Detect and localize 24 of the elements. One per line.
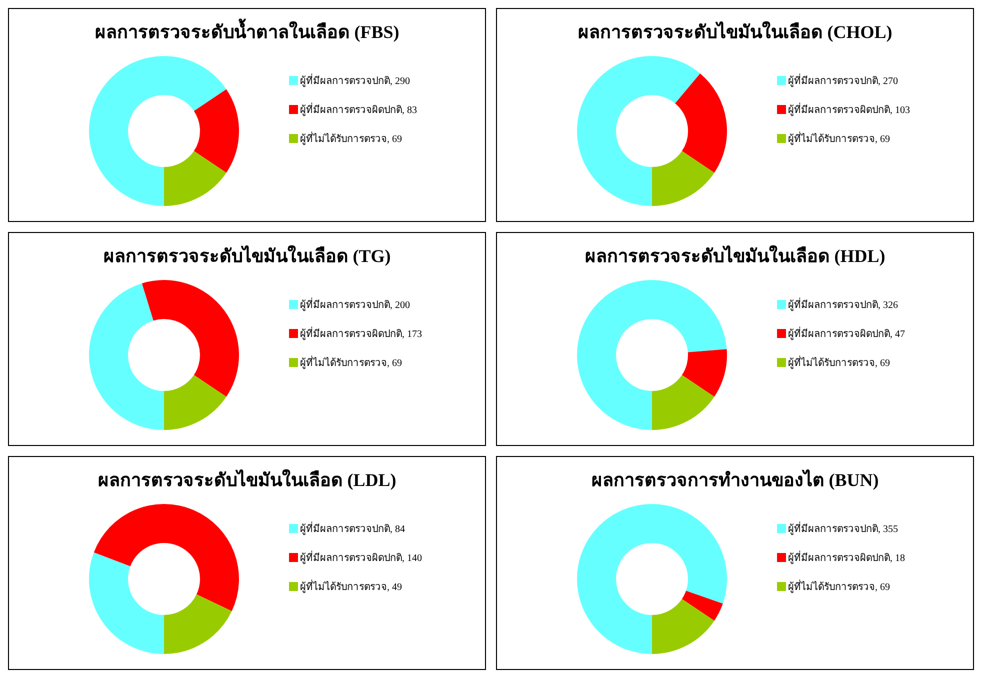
legend-label: ผู้ที่ไม่ได้รับการตรวจ, 49 <box>300 579 402 594</box>
legend-label: ผู้ที่ไม่ได้รับการตรวจ, 69 <box>788 131 890 146</box>
chart-title: ผลการตรวจการทำงานของไต (BUN) <box>590 468 880 492</box>
legend-label: ผู้ที่มีผลการตรวจผิดปกติ, 173 <box>300 326 422 341</box>
legend-label: ผู้ที่มีผลการตรวจผิดปกติ, 83 <box>300 102 417 117</box>
legend-label: ผู้ที่ไม่ได้รับการตรวจ, 69 <box>300 131 402 146</box>
chart-title: ผลการตรวจระดับน้ำตาลในเลือด (FBS) <box>94 18 400 44</box>
legend-label: ผู้ที่มีผลการตรวจผิดปกติ, 18 <box>788 550 905 565</box>
legend-label: ผู้ที่ไม่ได้รับการตรวจ, 69 <box>788 579 890 594</box>
chart-title: ผลการตรวจระดับไขมันในเลือด (HDL) <box>584 244 886 268</box>
legend-label: ผู้ที่มีผลการตรวจผิดปกติ, 103 <box>788 102 910 117</box>
legend-label: ผู้ที่มีผลการตรวจผิดปกติ, 140 <box>300 550 422 565</box>
legend-label: ผู้ที่มีผลการตรวจปกติ, 355 <box>788 521 898 536</box>
chart-title: ผลการตรวจระดับไขมันในเลือด (CHOL) <box>576 20 894 44</box>
legend-label: ผู้ที่มีผลการตรวจปกติ, 326 <box>788 297 898 312</box>
legend-label: ผู้ที่มีผลการตรวจปกติ, 270 <box>788 73 898 88</box>
legend-label: ผู้ที่ไม่ได้รับการตรวจ, 69 <box>300 355 402 370</box>
legend-label: ผู้ที่มีผลการตรวจปกติ, 200 <box>300 297 410 312</box>
legend-label: ผู้ที่มีผลการตรวจปกติ, 290 <box>300 73 410 88</box>
chart-title: ผลการตรวจระดับไขมันในเลือด (TG) <box>102 244 392 268</box>
legend-label: ผู้ที่มีผลการตรวจปกติ, 84 <box>300 521 405 536</box>
legend-label: ผู้ที่ไม่ได้รับการตรวจ, 69 <box>788 355 890 370</box>
legend-label: ผู้ที่มีผลการตรวจผิดปกติ, 47 <box>788 326 905 341</box>
chart-title: ผลการตรวจระดับไขมันในเลือด (LDL) <box>96 468 398 492</box>
